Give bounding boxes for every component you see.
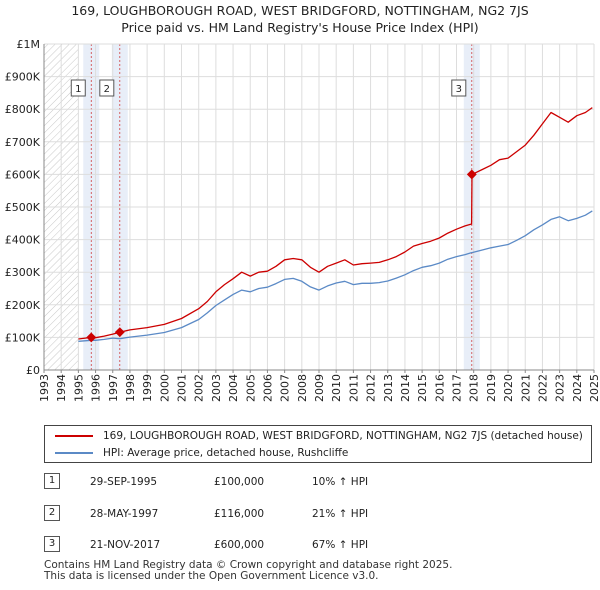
sale-label-box — [451, 79, 467, 97]
legend-item-hpi: HPI: Average price, detached house, Rush… — [55, 445, 348, 461]
y-tick-label: £1M — [17, 38, 41, 51]
sale-number-badge: 2 — [44, 505, 60, 521]
chart-title: 169, LOUGHBOROUGH ROAD, WEST BRIDGFORD, … — [0, 2, 600, 36]
x-tick-label: 2014 — [399, 374, 412, 402]
y-tick-label: £500K — [5, 201, 41, 214]
sale-number-badge: 3 — [44, 536, 60, 552]
x-tick-label: 2011 — [347, 374, 360, 402]
x-tick-label: 2023 — [554, 374, 567, 402]
x-tick-label: 2024 — [571, 374, 584, 402]
x-tick-label: 1993 — [38, 374, 51, 402]
footer-line2: This data is licensed under the Open Gov… — [44, 570, 379, 582]
chart-title-line2: Price paid vs. HM Land Registry's House … — [121, 20, 479, 35]
x-tick-label: 2002 — [193, 374, 206, 402]
x-tick-label: 1996 — [90, 374, 103, 402]
footer-attribution: Contains HM Land Registry data © Crown c… — [44, 560, 452, 582]
x-tick-label: 1995 — [72, 374, 85, 402]
sale-number-badge: 1 — [44, 473, 60, 489]
sale-price: £100,000 — [214, 476, 265, 488]
sale-marker-diamond — [466, 169, 477, 180]
x-tick-label: 2018 — [468, 374, 481, 402]
y-tick-label: £700K — [5, 136, 41, 149]
x-tick-label: 2017 — [451, 374, 464, 402]
x-tick-label: 2001 — [176, 374, 189, 402]
x-tick-label: 2007 — [279, 374, 292, 402]
sale-hpi-diff: 10% ↑ HPI — [312, 476, 369, 488]
sale-label-text: 1 — [75, 84, 81, 95]
footer-line1: Contains HM Land Registry data © Crown c… — [44, 559, 453, 571]
y-tick-label: £200K — [5, 299, 41, 312]
sale-label-text: 2 — [104, 84, 110, 95]
legend-item-property: 169, LOUGHBOROUGH ROAD, WEST BRIDGFORD, … — [55, 428, 583, 444]
x-tick-label: 2004 — [227, 374, 240, 402]
y-tick-label: £600K — [5, 168, 41, 181]
x-tick-label: 2013 — [382, 374, 395, 402]
legend-label-hpi: HPI: Average price, detached house, Rush… — [103, 447, 349, 459]
sale-hpi-diff: 67% ↑ HPI — [312, 539, 369, 551]
sale-date: 21-NOV-2017 — [90, 539, 161, 551]
x-tick-label: 2016 — [433, 374, 446, 402]
x-tick-label: 2010 — [330, 374, 343, 402]
sale-label-text: 3 — [456, 84, 462, 95]
sale-date: 28-MAY-1997 — [90, 508, 159, 520]
y-tick-label: £100K — [5, 331, 41, 344]
sale-hpi-diff: 21% ↑ HPI — [312, 508, 369, 520]
x-tick-label: 1994 — [55, 374, 68, 402]
x-tick-label: 2015 — [416, 374, 429, 402]
x-tick-label: 2009 — [313, 374, 326, 402]
x-tick-label: 1998 — [124, 374, 137, 402]
chart-title-line1: 169, LOUGHBOROUGH ROAD, WEST BRIDGFORD, … — [71, 3, 529, 18]
x-tick-label: 2025 — [588, 374, 600, 402]
x-tick-label: 2000 — [158, 374, 171, 402]
sale-date: 29-SEP-1995 — [90, 476, 158, 488]
y-tick-label: £400K — [5, 234, 41, 247]
sale-label-box — [99, 79, 115, 97]
y-tick-label: £0 — [26, 364, 40, 377]
legend-swatch-hpi — [55, 452, 93, 454]
x-tick-label: 2006 — [261, 374, 274, 402]
y-tick-label: £900K — [5, 71, 41, 84]
x-tick-label: 2021 — [519, 374, 532, 402]
x-tick-label: 2012 — [365, 374, 378, 402]
price-paid-line — [78, 107, 593, 340]
x-tick-label: 1999 — [141, 374, 154, 402]
x-tick-label: 2003 — [210, 374, 223, 402]
x-tick-label: 2005 — [244, 374, 257, 402]
x-tick-label: 1997 — [107, 374, 120, 402]
legend: 169, LOUGHBOROUGH ROAD, WEST BRIDGFORD, … — [44, 425, 592, 463]
y-tick-label: £800K — [5, 103, 41, 116]
x-tick-label: 2020 — [502, 374, 515, 402]
sale-price: £600,000 — [214, 539, 265, 551]
x-tick-label: 2022 — [536, 374, 549, 402]
hpi-line — [78, 210, 593, 342]
legend-swatch-property — [55, 435, 93, 437]
legend-label-property: 169, LOUGHBOROUGH ROAD, WEST BRIDGFORD, … — [103, 430, 583, 442]
x-tick-label: 2008 — [296, 374, 309, 402]
y-tick-label: £300K — [5, 266, 41, 279]
x-tick-label: 2019 — [485, 374, 498, 402]
sale-label-box — [70, 79, 86, 97]
sale-price: £116,000 — [214, 508, 265, 520]
